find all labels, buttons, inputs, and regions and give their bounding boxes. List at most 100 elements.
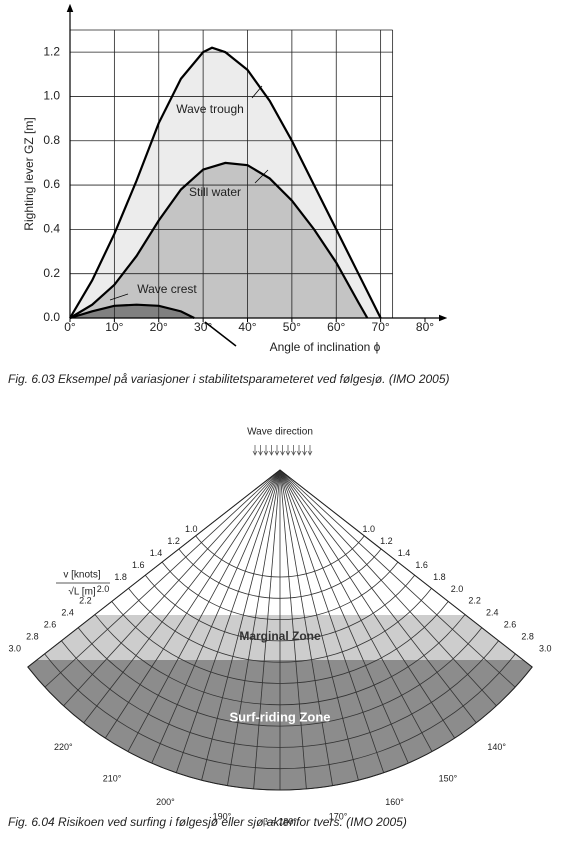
stability-chart: 0.0 0.2 0.4 0.6 0.8 1.0 1.2 0° 10° 20° 30° 40° 50° 60…: [22, 3, 448, 354]
radial-line: [83, 469, 281, 724]
x-tick-label: 40°: [238, 320, 256, 334]
surf-diagram: 1.0 1.0 1.2 1.2 1.4 1.4 1.6 1.6 1.8 1.8 2.0 2.0 2.2 2…: [8, 427, 552, 827]
heading-label: 200°: [156, 797, 175, 807]
x-tick-label: 30°: [194, 320, 212, 334]
y-tick-label: 0.8: [43, 133, 60, 147]
heading-label: 220°: [54, 742, 73, 752]
speed-label: 1.6: [415, 560, 428, 570]
fan-outline: [27, 469, 533, 791]
speed-label: 1.0: [185, 524, 198, 534]
heading-label: 210°: [103, 774, 122, 784]
area-fill: [70, 162, 368, 318]
x-axis-label: Angle of inclination ϕ: [270, 340, 381, 354]
radial-line: [44, 469, 281, 688]
speed-label: 1.0: [362, 524, 375, 534]
wave-direction-label: Wave direction: [247, 427, 313, 438]
radial-line: [279, 469, 497, 707]
series-line: [69, 46, 382, 319]
y-tick-label: 0.4: [43, 222, 60, 236]
y-tick-label: 1.0: [43, 89, 60, 103]
radial-line: [151, 469, 281, 764]
radial-line: [201, 469, 281, 781]
heading-label: β = 180°: [263, 816, 297, 826]
y-tick-label: 0.6: [43, 177, 60, 191]
radial-line: [227, 469, 281, 786]
speed-label: 3.0: [539, 643, 552, 653]
ratio-denominator: √L [m]: [68, 586, 96, 598]
heading-label: 140°: [487, 742, 506, 752]
x-tick-label: 50°: [283, 320, 301, 334]
x-tick-label: 20°: [150, 320, 168, 334]
y-tick-label: 1.2: [43, 44, 60, 58]
radial-line: [279, 469, 456, 739]
speed-label: 1.4: [398, 548, 411, 558]
radial-line: [63, 469, 281, 707]
speed-label: 2.6: [504, 619, 517, 629]
heading-label: 150°: [439, 774, 458, 784]
speed-label: 2.4: [486, 608, 499, 618]
radial-line: [175, 469, 281, 773]
wave-arrow: [307, 445, 313, 456]
speed-label: 2.8: [521, 631, 534, 641]
radial-line: [279, 469, 333, 786]
radial-line: [279, 469, 409, 764]
x-tick-label: 10°: [105, 320, 123, 334]
ratio-numerator: v [knots]: [63, 570, 100, 581]
speed-label: 2.6: [44, 619, 57, 629]
series-label: Wave crest: [137, 282, 197, 296]
heading-label: 160°: [385, 797, 404, 807]
x-tick-label: 0°: [64, 320, 76, 334]
radial-line: [279, 469, 477, 724]
x-tick-label: 70°: [372, 320, 390, 334]
radial-line: [104, 469, 281, 739]
wave-arrow: [274, 445, 280, 456]
wave-arrow: [280, 445, 285, 456]
leader-line: [254, 169, 269, 184]
pointer-line: [204, 321, 237, 347]
caption: Fig. 6.03 Eksempel på variasjoner i stab…: [8, 372, 450, 386]
radial-line: [253, 469, 281, 789]
leader-line: [109, 293, 129, 301]
wave-arrow: [291, 445, 296, 456]
radial-line: [279, 469, 516, 688]
wave-arrow: [263, 445, 269, 456]
y-tick-label: 0.2: [43, 266, 60, 280]
speed-label: 1.2: [167, 536, 180, 546]
zone-label: Surf-riding Zone: [229, 709, 330, 724]
wave-arrow: [302, 445, 307, 456]
speed-label: 1.8: [433, 572, 446, 582]
speed-label: 2.2: [79, 596, 92, 606]
x-tick-label: 60°: [327, 320, 345, 334]
caption: Fig. 6.04 Risikoen ved surfing i følgesj…: [8, 815, 407, 829]
speed-label: 2.2: [468, 596, 481, 606]
speed-label: 2.0: [451, 584, 464, 594]
radial-line: [279, 469, 433, 752]
heading-label: 190°: [213, 812, 232, 822]
speed-label: 1.8: [114, 572, 127, 582]
y-axis-label: Righting lever GZ [m]: [22, 117, 36, 230]
y-tick-label: 0.0: [43, 310, 60, 324]
series-line: [69, 303, 195, 320]
radial-line: [279, 469, 359, 781]
zone-label: Marginal Zone: [239, 629, 321, 643]
x-tick-label: 80°: [416, 320, 434, 334]
radial-line: [279, 469, 307, 789]
speed-label: 2.4: [61, 608, 74, 618]
speed-label: 1.2: [380, 536, 393, 546]
radial-line: [127, 469, 281, 752]
speed-label: 1.6: [132, 560, 145, 570]
wave-arrow: [285, 445, 291, 456]
speed-label: 2.8: [26, 631, 39, 641]
radial-line: [279, 469, 385, 773]
series-label: Wave trough: [176, 102, 244, 116]
wave-arrow: [269, 445, 274, 456]
wave-arrow: [258, 445, 263, 456]
wave-arrow: [296, 445, 302, 456]
speed-label: 1.4: [150, 548, 163, 558]
series-label: Still water: [189, 185, 241, 199]
series-line: [69, 161, 369, 319]
wave-arrow: [252, 445, 258, 456]
heading-label: 170°: [329, 812, 348, 822]
